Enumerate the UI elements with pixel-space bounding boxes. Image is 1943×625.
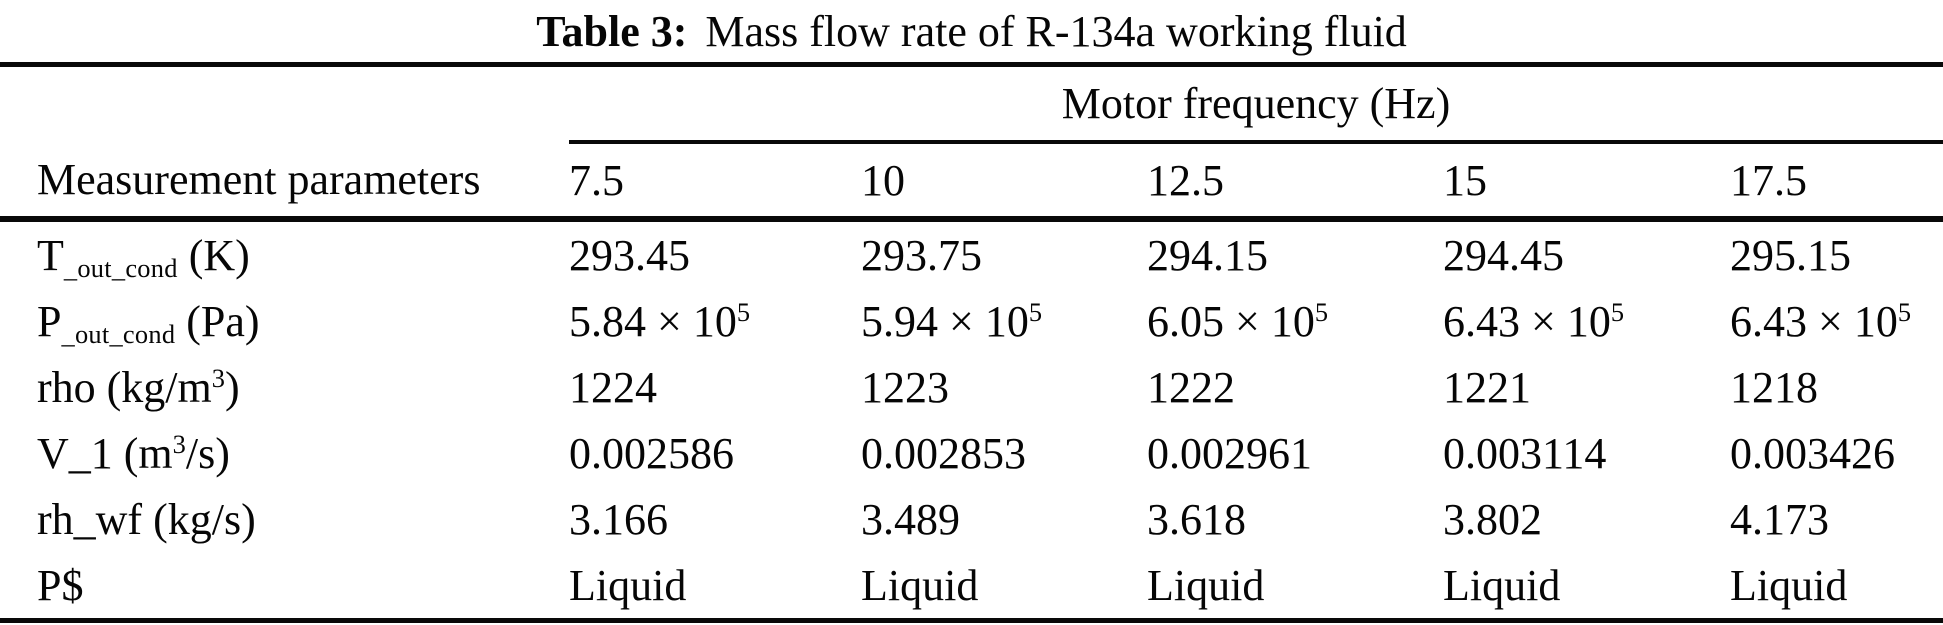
group-header-row: Motor frequency (Hz) xyxy=(0,64,1943,144)
row-label-cell: V_1 (m3/s) xyxy=(37,428,230,478)
value-cell: Liquid xyxy=(1443,560,1561,610)
value-cell: 3.802 xyxy=(1443,494,1542,544)
value-cell: 1223 xyxy=(861,362,949,412)
value-cell: 3.166 xyxy=(569,494,668,544)
value-cell: 5.94 × 105 xyxy=(861,296,1043,346)
value-cell: 1218 xyxy=(1730,362,1818,412)
value-cell: 295.15 xyxy=(1730,230,1851,280)
value-cell: 1221 xyxy=(1443,362,1531,412)
value-cell: 0.003114 xyxy=(1443,428,1607,478)
freq-header-cell: 17.5 xyxy=(1730,142,1943,222)
row-label-cell: T_out_cond (K) xyxy=(37,230,250,283)
value-cell: 3.489 xyxy=(861,494,960,544)
table-body: T_out_cond (K) 293.45 293.75 294.15 294.… xyxy=(0,219,1943,621)
value-cell: 1222 xyxy=(1147,362,1235,412)
row-label-cell: rh_wf (kg/s) xyxy=(37,494,256,544)
value-cell: 294.15 xyxy=(1147,230,1268,280)
table-row: rho (kg/m3) 1224 1223 1222 1221 1218 xyxy=(0,354,1943,420)
table-caption: Table 3: Mass flow rate of R-134a workin… xyxy=(0,0,1943,62)
value-cell: 1224 xyxy=(569,362,657,412)
value-cell: Liquid xyxy=(569,560,687,610)
param-header-cell: Measurement parameters xyxy=(0,142,569,222)
value-cell: 0.002586 xyxy=(569,428,734,478)
freq-header-cell: 7.5 xyxy=(569,142,861,222)
row-label-cell: rho (kg/m3) xyxy=(37,362,240,412)
group-header-cell: Motor frequency (Hz) xyxy=(569,64,1943,144)
table-row: T_out_cond (K) 293.45 293.75 294.15 294.… xyxy=(0,219,1943,288)
freq-header-cell: 15 xyxy=(1443,142,1730,222)
group-header-spacer xyxy=(0,65,569,143)
table-row: P$ Liquid Liquid Liquid Liquid Liquid xyxy=(0,552,1943,621)
table-row: P_out_cond (Pa) 5.84 × 105 5.94 × 105 6.… xyxy=(0,288,1943,354)
value-cell: Liquid xyxy=(861,560,979,610)
table-row: V_1 (m3/s) 0.002586 0.002853 0.002961 0.… xyxy=(0,420,1943,486)
table-caption-number: Table 3: xyxy=(536,6,688,56)
value-cell: 5.84 × 105 xyxy=(569,296,751,346)
value-cell: 6.43 × 105 xyxy=(1443,296,1625,346)
value-cell: 294.45 xyxy=(1443,230,1564,280)
value-cell: 293.75 xyxy=(861,230,982,280)
value-cell: 0.003426 xyxy=(1730,428,1895,478)
value-cell: 3.618 xyxy=(1147,494,1246,544)
table-caption-title: Mass flow rate of R-134a working fluid xyxy=(705,6,1407,56)
row-label-cell: P$ xyxy=(37,560,84,610)
value-cell: 293.45 xyxy=(569,230,690,280)
row-label-cell: P_out_cond (Pa) xyxy=(37,296,260,349)
freq-header-cell: 12.5 xyxy=(1147,142,1443,222)
table-head: Motor frequency (Hz) Measurement paramet… xyxy=(0,64,1943,222)
value-cell: 6.43 × 105 xyxy=(1730,296,1912,346)
value-cell: 0.002961 xyxy=(1147,428,1312,478)
value-cell: Liquid xyxy=(1147,560,1265,610)
value-cell: 0.002853 xyxy=(861,428,1026,478)
freq-header-cell: 10 xyxy=(861,142,1147,222)
value-cell: 6.05 × 105 xyxy=(1147,296,1329,346)
data-table: Motor frequency (Hz) Measurement paramet… xyxy=(0,62,1943,623)
column-header-row: Measurement parameters 7.5 10 12.5 15 17… xyxy=(0,142,1943,222)
value-cell: Liquid xyxy=(1730,560,1848,610)
table-row: rh_wf (kg/s) 3.166 3.489 3.618 3.802 4.1… xyxy=(0,486,1943,552)
value-cell: 4.173 xyxy=(1730,494,1829,544)
